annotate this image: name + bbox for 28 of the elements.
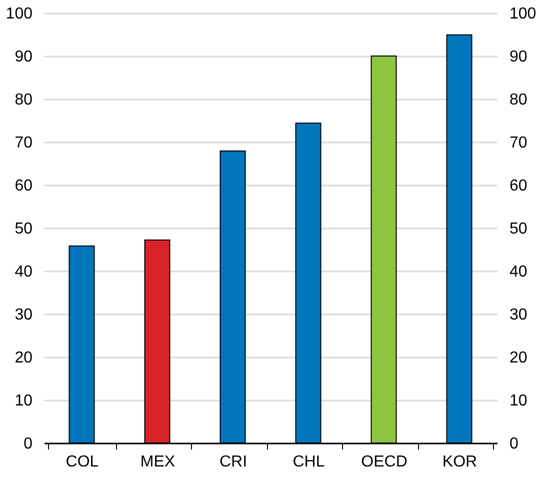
y2-tick-label: 10 [510, 392, 528, 410]
x-tick-label: CRI [219, 454, 248, 470]
y-tick-label: 50 [14, 220, 33, 238]
x-tick-label: KOR [442, 454, 478, 470]
y-tick-label: 90 [14, 48, 33, 66]
y-tick-label: 100 [6, 6, 33, 22]
y2-tick-label: 50 [510, 220, 528, 238]
y-tick-label: 70 [14, 134, 33, 152]
y-tick-label: 20 [14, 350, 33, 366]
y2-tick-label: 90 [510, 48, 528, 66]
x-tick-label: OECD [361, 454, 408, 470]
y-tick-label: 60 [14, 178, 33, 194]
y2-tick-label: 60 [510, 178, 528, 194]
y2-tick-label: 80 [510, 92, 528, 108]
x-tick-label: MEX [140, 454, 176, 470]
y-tick-label: 80 [14, 92, 33, 108]
y-tick-label: 0 [24, 436, 33, 452]
x-tick-label: CHL [292, 454, 325, 470]
y2-tick-label: 70 [510, 134, 528, 152]
y-tick-label: 40 [14, 264, 33, 280]
y2-tick-label: 20 [510, 350, 528, 366]
y2-tick-label: 100 [510, 6, 536, 22]
y2-tick-label: 40 [510, 264, 528, 280]
y-tick-label: 30 [14, 306, 33, 324]
y-tick-label: 10 [14, 392, 33, 410]
y2-tick-label: 30 [510, 306, 528, 324]
x-tick-label: COL [66, 454, 99, 470]
y2-tick-label: 0 [510, 436, 518, 452]
